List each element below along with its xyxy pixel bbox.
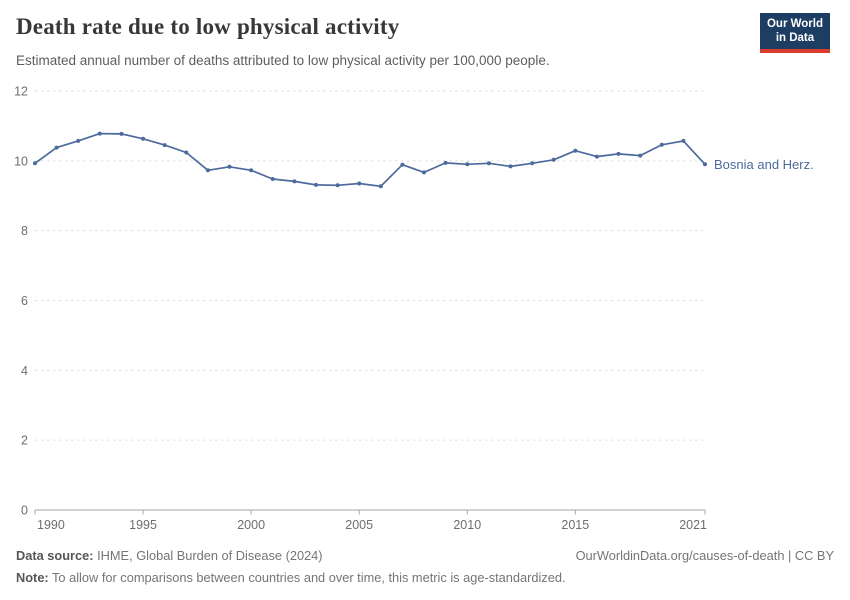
chart-subtitle: Estimated annual number of deaths attrib… — [16, 53, 550, 68]
x-axis-tick-label: 2015 — [561, 518, 589, 532]
footer-note-label: Note: — [16, 570, 49, 585]
data-point-marker — [551, 157, 556, 162]
data-point-marker — [335, 183, 340, 188]
data-point-marker — [378, 184, 383, 189]
data-point-marker — [659, 142, 664, 147]
x-axis-tick-label: 2010 — [453, 518, 481, 532]
data-point-marker — [227, 164, 232, 169]
data-point-marker — [357, 181, 362, 186]
data-point-marker — [205, 168, 210, 173]
y-axis-tick-label: 10 — [14, 154, 28, 168]
data-point-marker — [486, 161, 491, 166]
footer-datasource-value: IHME, Global Burden of Disease (2024) — [93, 548, 323, 563]
data-point-marker — [76, 138, 81, 143]
footer-source-row: OurWorldinData.org/causes-of-death | CC … — [16, 548, 834, 563]
data-point-marker — [465, 162, 470, 167]
y-axis-tick-label: 4 — [21, 364, 28, 378]
data-point-marker — [184, 150, 189, 155]
data-point-marker — [249, 168, 254, 173]
data-point-marker — [292, 179, 297, 184]
data-point-marker — [270, 177, 275, 181]
footer-datasource-label: Data source: — [16, 548, 94, 563]
data-line — [34, 132, 706, 188]
data-point-marker — [530, 161, 535, 166]
line-chart: 0 2 4 6 8 10 12 1990 1995 2000 2005 2010 2015 2021 Bos… — [14, 85, 814, 533]
data-point-marker — [573, 148, 578, 153]
data-point-marker — [54, 145, 59, 150]
page-title: Death rate due to low physical activity — [16, 14, 400, 39]
owid-logo-line2: in Data — [775, 31, 815, 44]
data-point-marker — [594, 154, 599, 159]
y-axis-tick-label: 6 — [21, 294, 28, 308]
y-axis-tick-label: 8 — [21, 224, 28, 238]
data-point-marker — [141, 136, 146, 141]
x-axis-tick-label: 2021 — [679, 518, 707, 532]
x-axis-tick-label: 1990 — [37, 518, 65, 532]
data-point-marker — [638, 153, 643, 158]
owid-logo-red-bar — [759, 49, 830, 54]
owid-logo: Our World in Data — [759, 13, 830, 54]
y-axis-tick-label: 2 — [21, 434, 28, 448]
series-end-label: Bosnia and Herz. — [714, 157, 814, 172]
footer-citation-link: OurWorldinData.org/causes-of-death | CC … — [575, 548, 834, 563]
y-axis-tick-label: 0 — [21, 504, 28, 518]
data-point-marker — [119, 131, 124, 136]
x-axis-tick-label: 1995 — [129, 518, 157, 532]
owid-logo-line1: Our World — [766, 18, 823, 30]
footer-note-row: Note: To allow for comparisons between c… — [16, 570, 834, 585]
x-axis-tick-label: 2005 — [345, 518, 373, 532]
data-point-marker — [97, 131, 102, 136]
y-axis-tick-label: 12 — [14, 85, 28, 99]
data-point-marker — [422, 170, 426, 175]
data-point-marker — [616, 151, 621, 156]
data-point-marker — [400, 162, 405, 167]
data-point-marker — [508, 164, 513, 169]
data-point-marker — [443, 160, 448, 165]
data-point-marker — [33, 161, 37, 166]
data-point-marker — [162, 143, 167, 148]
footer-note-value: To allow for comparisons between countri… — [48, 570, 566, 585]
data-point-marker — [703, 162, 707, 167]
data-point-marker — [314, 182, 318, 187]
x-axis-tick-label: 2000 — [237, 518, 265, 532]
data-point-marker — [681, 138, 686, 143]
